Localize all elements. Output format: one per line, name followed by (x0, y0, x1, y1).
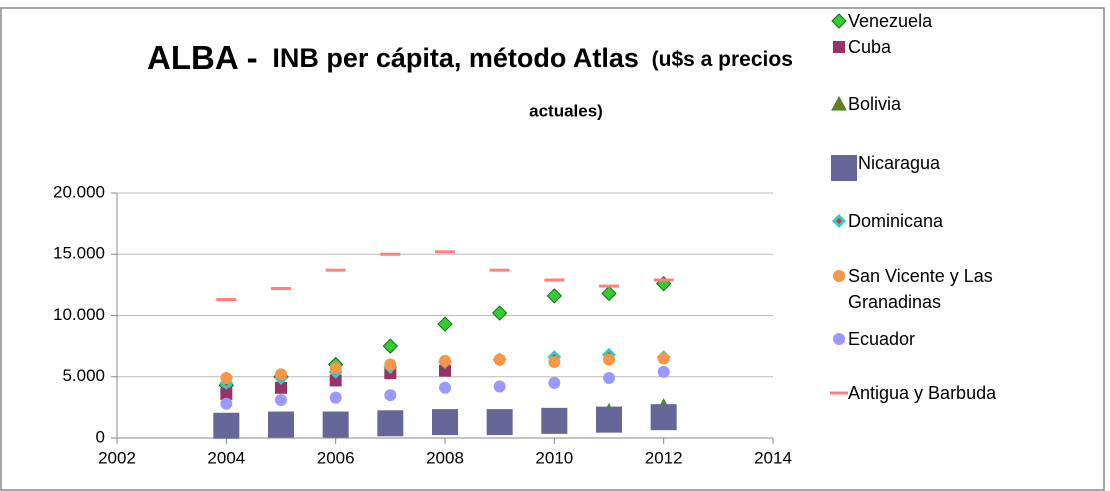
point (832, 214, 846, 228)
y-tick-label: 20.000 (53, 182, 105, 201)
y-tick-label: 0 (96, 427, 105, 446)
point (325, 268, 346, 272)
point (831, 95, 847, 111)
x-tick-label: 2004 (207, 448, 245, 467)
point (548, 376, 561, 389)
legend-marker (833, 333, 845, 345)
point (432, 409, 458, 436)
legend-item: Ecuador (830, 326, 1038, 352)
point (544, 278, 565, 282)
point (541, 407, 568, 434)
legend-label: Antigua y Barbuda (848, 383, 997, 403)
point (437, 316, 453, 332)
point (275, 368, 287, 381)
legend-marker (833, 41, 845, 53)
legend-item: Venezuela (830, 8, 1038, 34)
legend-item: Nicaragua (830, 150, 1048, 182)
y-tick-label: 15.000 (53, 244, 105, 263)
legend-item: Bolivia (830, 91, 1038, 117)
point (439, 381, 451, 394)
point (275, 381, 287, 394)
point (650, 404, 677, 431)
chart-title: ALBA - INB per cápita, método Atlas (u$s… (147, 39, 793, 76)
point (384, 358, 397, 371)
legend-marker (831, 13, 847, 29)
point (380, 252, 401, 256)
x-tick-label: 2006 (317, 448, 355, 467)
point (382, 338, 399, 354)
legend-label: San Vicente y Las Granadinas (848, 266, 993, 312)
point (216, 298, 237, 302)
point (657, 365, 670, 378)
point (486, 409, 513, 436)
title-part: ALBA - (147, 39, 258, 76)
legend-item: San Vicente y Las Granadinas (830, 263, 1038, 315)
point (596, 406, 622, 433)
chart-border (0, 7, 1105, 491)
legend-label: Bolivia (848, 94, 902, 114)
legend-item: Antigua y Barbuda (830, 380, 1038, 406)
y-tick-label: 10.000 (53, 305, 105, 324)
point (384, 389, 397, 402)
point (548, 356, 561, 369)
point (833, 41, 845, 53)
point (831, 13, 847, 29)
legend-item: Cuba (830, 34, 1038, 60)
x-tick-label: 2010 (535, 448, 573, 467)
y-tick-label: 5.000 (62, 366, 105, 385)
point (833, 333, 845, 345)
legend-marker (832, 214, 846, 228)
title-part: (u$s a precios (652, 48, 793, 71)
point (493, 380, 506, 393)
legend-marker (830, 391, 848, 395)
point (213, 412, 240, 439)
point (275, 394, 287, 407)
legend-label: Ecuador (848, 329, 916, 349)
point (329, 374, 342, 387)
point (603, 371, 615, 384)
point (271, 287, 291, 291)
point (322, 411, 349, 438)
legend-item: Dominicana (830, 208, 1038, 234)
x-tick-label: 2008 (426, 448, 464, 467)
point (493, 353, 506, 366)
legend-label: Dominicana (848, 211, 944, 231)
point (329, 391, 342, 404)
point (603, 353, 615, 366)
point (491, 305, 508, 321)
point (220, 387, 233, 400)
point (377, 410, 404, 437)
point (599, 284, 619, 288)
point (435, 250, 455, 254)
x-tick-label: 2002 (98, 448, 136, 467)
legend-marker (831, 95, 847, 111)
legend-label: Cuba (848, 37, 892, 57)
legend-marker (833, 270, 845, 282)
legend-label: Venezuela (848, 11, 933, 31)
title-part: actuales) (529, 101, 603, 120)
point (439, 354, 451, 367)
x-tick-label: 2014 (754, 448, 792, 467)
point (489, 268, 510, 272)
point (830, 391, 848, 395)
legend-marker (831, 155, 857, 181)
x-tick-label: 2012 (645, 448, 683, 467)
point (268, 411, 294, 438)
point (833, 270, 845, 282)
point (601, 285, 617, 302)
point (220, 371, 233, 384)
legend-label: Nicaragua (858, 153, 941, 173)
point (439, 364, 451, 377)
point (653, 278, 674, 282)
title-part: INB per cápita, método Atlas (272, 43, 639, 73)
point (329, 362, 342, 375)
point (831, 155, 857, 181)
point (657, 352, 670, 365)
point (220, 397, 233, 410)
point (546, 288, 563, 304)
